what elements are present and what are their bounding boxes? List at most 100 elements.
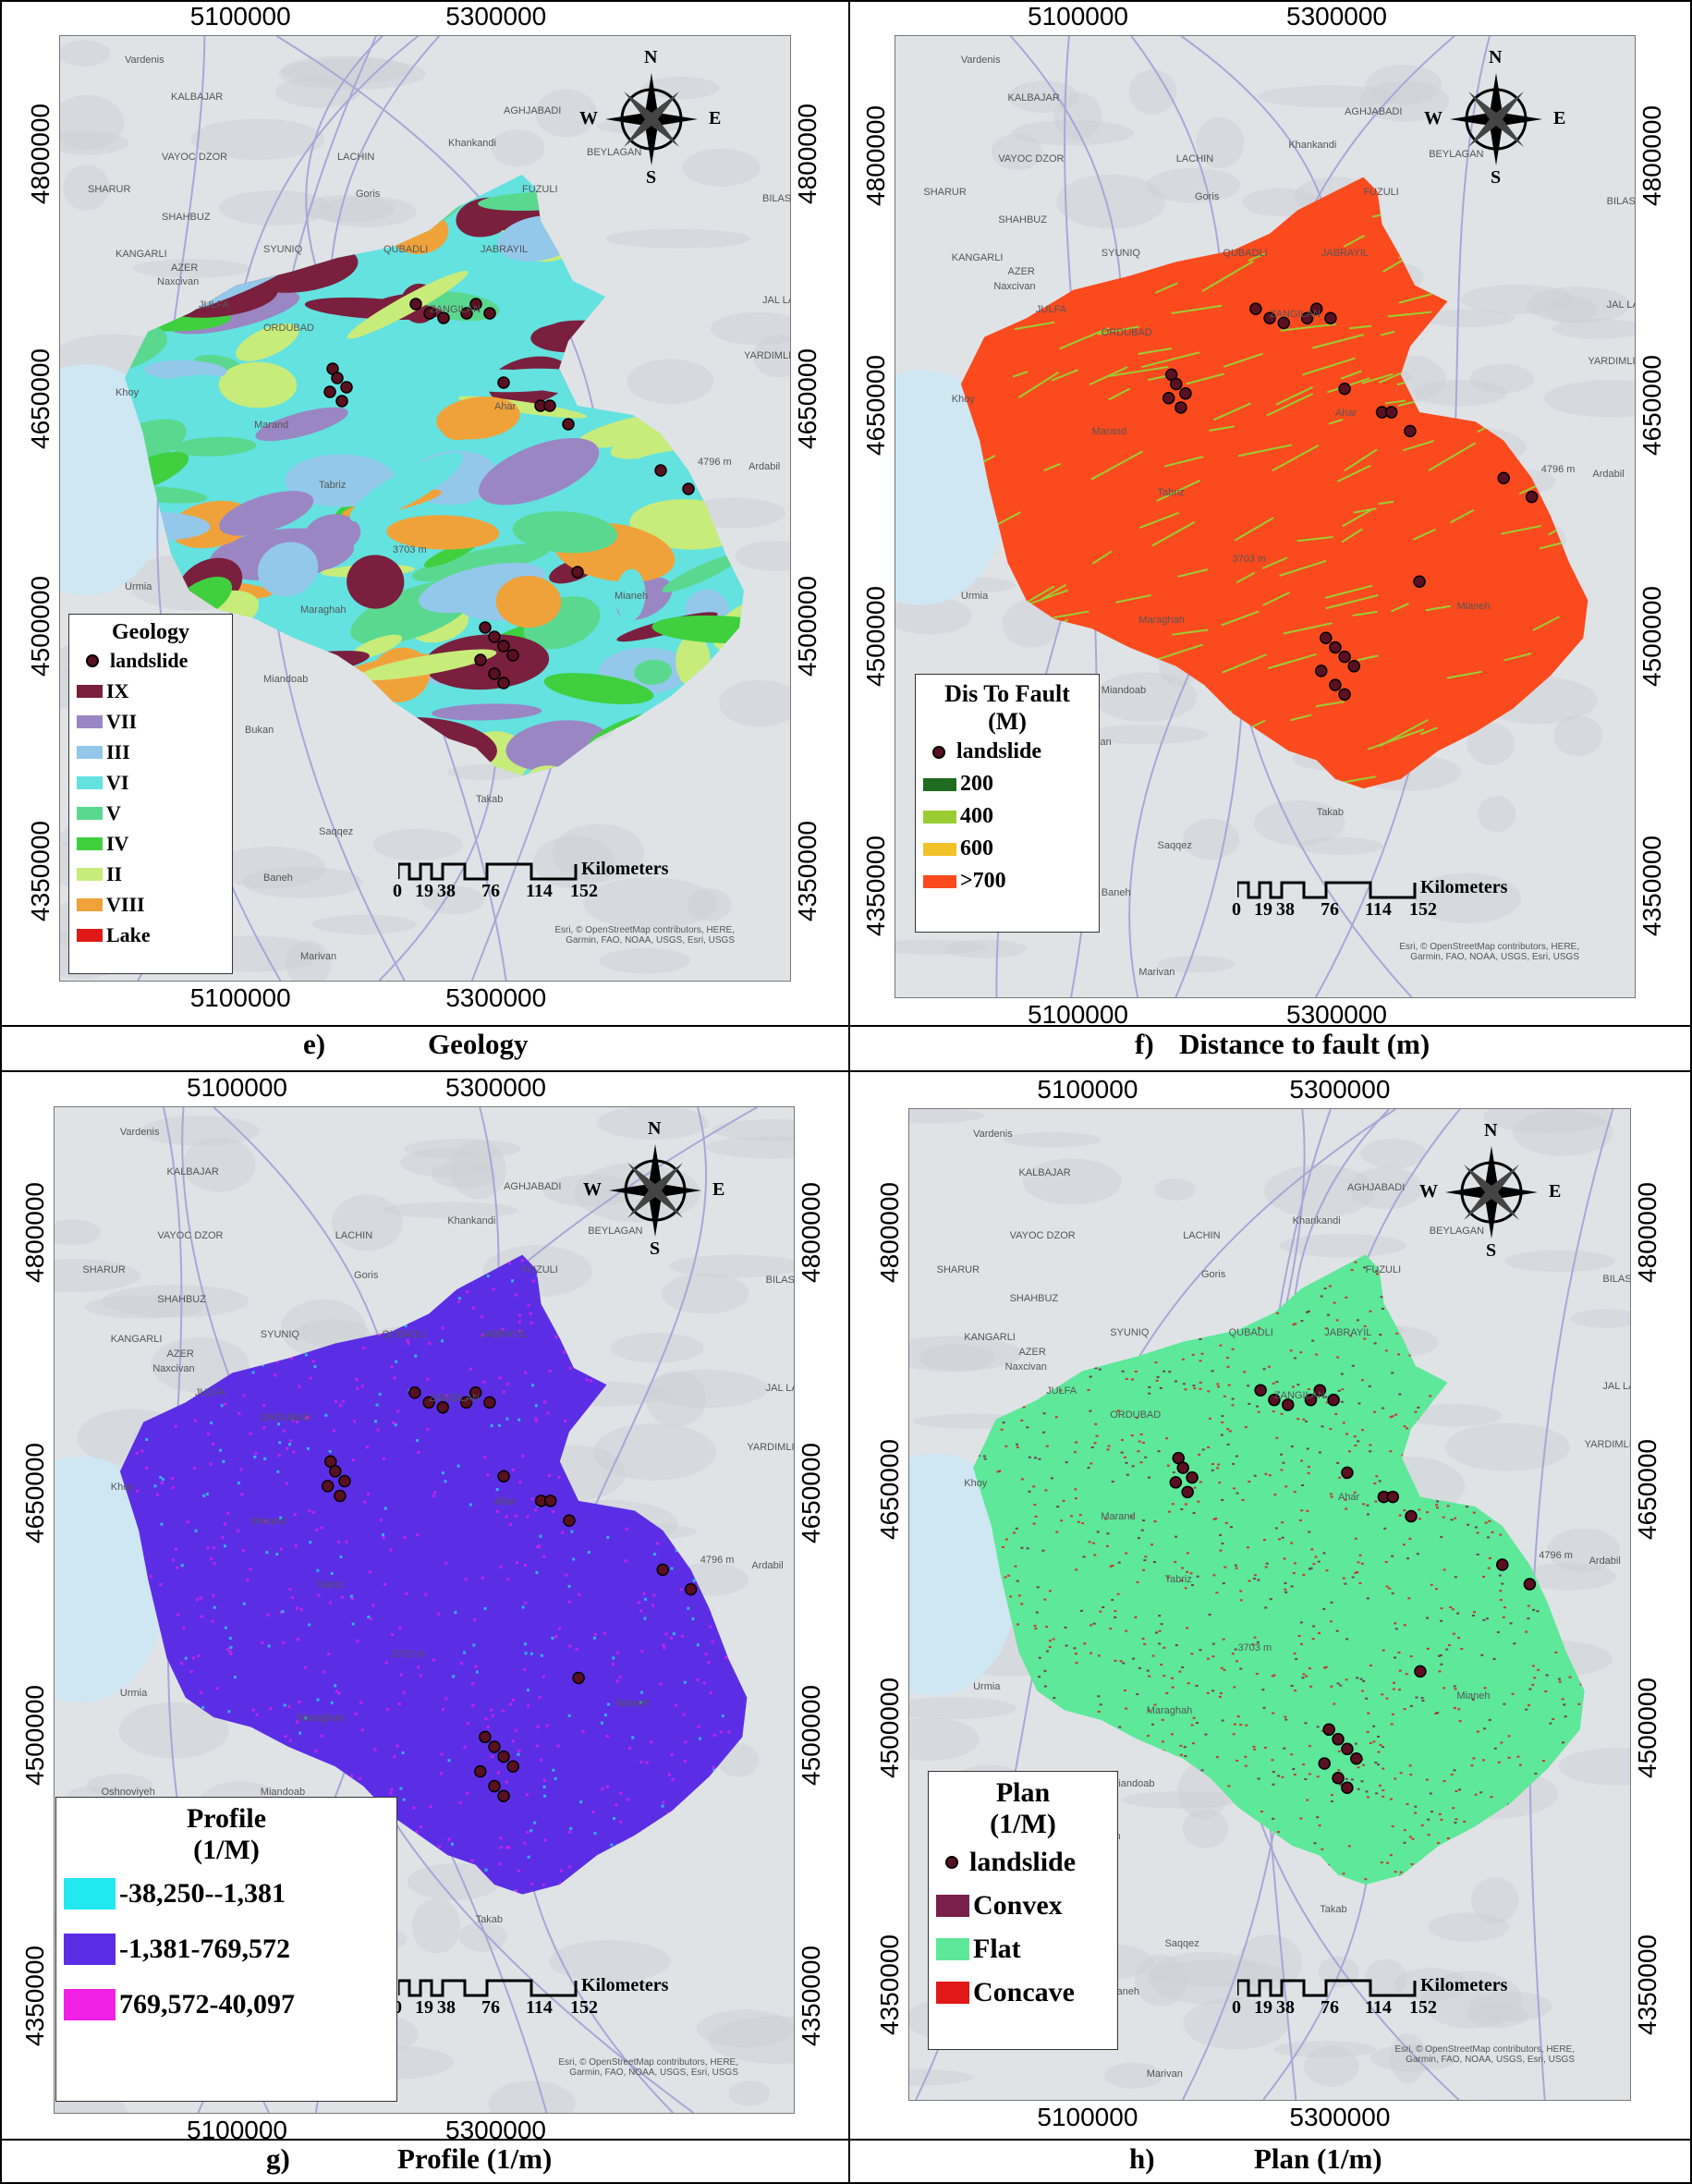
compass-rose-icon	[609, 1144, 701, 1237]
legend-class-label: Lake	[106, 922, 151, 946]
grid-divider-middle	[0, 1070, 1692, 1072]
legend-e: Geology landslide IX VII III VI V IV II VIII Lake	[68, 614, 233, 974]
place-label: KANGARLI	[110, 1333, 163, 1345]
y-tick-left: 4350000	[20, 1946, 49, 2047]
place-label: BILASU	[1602, 1274, 1631, 1286]
place-label: ORDUBAD	[263, 323, 315, 334]
y-tick-right: 4800000	[1637, 104, 1666, 206]
compass-s-label: S	[1486, 1240, 1497, 1261]
grid-divider-vertical	[848, 0, 850, 2184]
place-label: SHARUR	[936, 1263, 980, 1275]
landslide-point	[1341, 1781, 1354, 1794]
place-label: QUBADLI	[382, 1328, 427, 1340]
legend-row: VI	[77, 767, 225, 798]
legend-class-label: VIII	[106, 892, 145, 916]
map-frame-g[interactable]: Vardenis KALBAJAR AGHJABADI VAYOC DZOR LACHI…	[54, 1106, 795, 2114]
legend-landslide-label: landslide	[969, 1846, 1077, 1877]
x-tick-top: 5100000	[1037, 1075, 1138, 1104]
legend-row: IV	[77, 828, 225, 859]
scale-tick-label: 152	[1409, 899, 1437, 920]
landslide-point	[334, 1489, 347, 1503]
place-label: Marand	[1101, 1511, 1136, 1523]
y-tick-right: 4350000	[793, 821, 822, 922]
place-label: Ardabil	[751, 1559, 784, 1571]
place-label: Oshnoviyeh	[101, 1786, 155, 1798]
place-label: YARDIMLI	[747, 1441, 795, 1453]
landslide-point	[1338, 382, 1351, 396]
x-tick-top: 5300000	[1289, 1075, 1391, 1104]
caption-letter: e)	[303, 1028, 326, 1060]
legend-swatch	[923, 842, 956, 856]
legend-swatch	[923, 777, 956, 791]
place-label: Marivan	[1138, 967, 1175, 979]
x-tick-bottom: 5100000	[1028, 1000, 1129, 1029]
legend-row-landslide: landslide	[936, 1840, 1110, 1884]
place-label: AGHJABADI	[504, 105, 562, 116]
place-label: LACHIN	[1183, 1230, 1221, 1242]
place-label: JULFA	[194, 1387, 225, 1399]
place-label: JABRAYIL	[1321, 247, 1369, 259]
y-tick-left: 4650000	[875, 1439, 904, 1541]
place-label: Khoy	[116, 387, 140, 398]
place-label: Urmia	[973, 1680, 1001, 1692]
grid-border-left	[0, 0, 2, 2184]
place-label: SYUNIQ	[260, 1328, 299, 1340]
compass-icon: N S E W	[1419, 1120, 1561, 1261]
place-label: Tabriz	[316, 1579, 344, 1591]
x-tick-top: 5300000	[445, 2, 547, 31]
place-label: Ardabil	[1589, 1555, 1621, 1567]
grid-border-right	[1690, 0, 1692, 2184]
place-label: Miandoab	[1101, 685, 1147, 697]
x-tick-top: 5100000	[1028, 2, 1129, 31]
place-label: 4796 m	[1540, 464, 1576, 475]
landslide-point	[1304, 1393, 1318, 1407]
landslide-point	[1332, 1733, 1345, 1746]
legend-row: V	[77, 798, 225, 828]
scale-tick-label: 114	[526, 881, 553, 901]
landslide-marker-icon	[945, 1855, 958, 1869]
landslide-point	[1249, 302, 1262, 315]
landslide-point	[340, 381, 353, 394]
place-label: Mianeh	[1456, 1690, 1491, 1702]
landslide-point	[1320, 631, 1333, 645]
y-tick-left: 4800000	[20, 1181, 49, 1283]
landslide-point	[497, 1789, 510, 1802]
scale-bar: 0 19 38 76 114 152 Kilometers	[393, 859, 676, 907]
scale-tick-label: 0	[393, 881, 402, 901]
landslide-point	[323, 1455, 337, 1468]
landslide-point	[1525, 490, 1539, 504]
place-label: Ahar	[493, 1495, 517, 1507]
compass-n-label: N	[1484, 1120, 1498, 1141]
place-label: KALBAJAR	[1007, 92, 1060, 104]
legend-row: VII	[77, 706, 225, 737]
landslide-point	[1186, 1470, 1199, 1484]
place-label: KALBAJAR	[1018, 1166, 1071, 1178]
legend-class-label: 200	[960, 772, 993, 796]
place-label: Marand	[250, 1515, 286, 1527]
place-label: AZER	[1018, 1346, 1046, 1358]
compass-e-label: E	[1553, 108, 1566, 128]
y-tick-right: 4500000	[797, 1684, 825, 1786]
y-tick-right: 4800000	[793, 103, 822, 204]
place-label: Naxcivan	[1004, 1360, 1047, 1373]
grid-border-top	[0, 0, 1692, 2]
place-label: JABRAYIL	[481, 244, 529, 255]
scale-unit-label: Kilometers	[581, 859, 669, 879]
place-label: Tabriz	[1157, 487, 1185, 499]
legend-row: IX	[77, 676, 225, 706]
landslide-point	[469, 298, 482, 311]
landslide-point	[1329, 678, 1342, 691]
legend-row: Lake	[77, 920, 225, 950]
legend-swatch	[923, 810, 956, 824]
x-tick-bottom: 5300000	[1286, 1000, 1388, 1029]
landslide-point	[436, 1400, 450, 1414]
scale-tick-label: 114	[1365, 899, 1392, 920]
landslide-point	[497, 677, 510, 689]
place-label: Miandoab	[260, 1786, 306, 1798]
place-label: SHAHBUZ	[157, 1294, 206, 1306]
place-label: SYUNIQ	[263, 244, 303, 255]
place-label: 3703 m	[393, 544, 427, 555]
place-label: Takab	[1320, 1904, 1347, 1916]
attribution-text: Esri, © OpenStreetMap contributors, HERE…	[1399, 942, 1579, 962]
legend-row-landslide: landslide	[923, 736, 1091, 768]
